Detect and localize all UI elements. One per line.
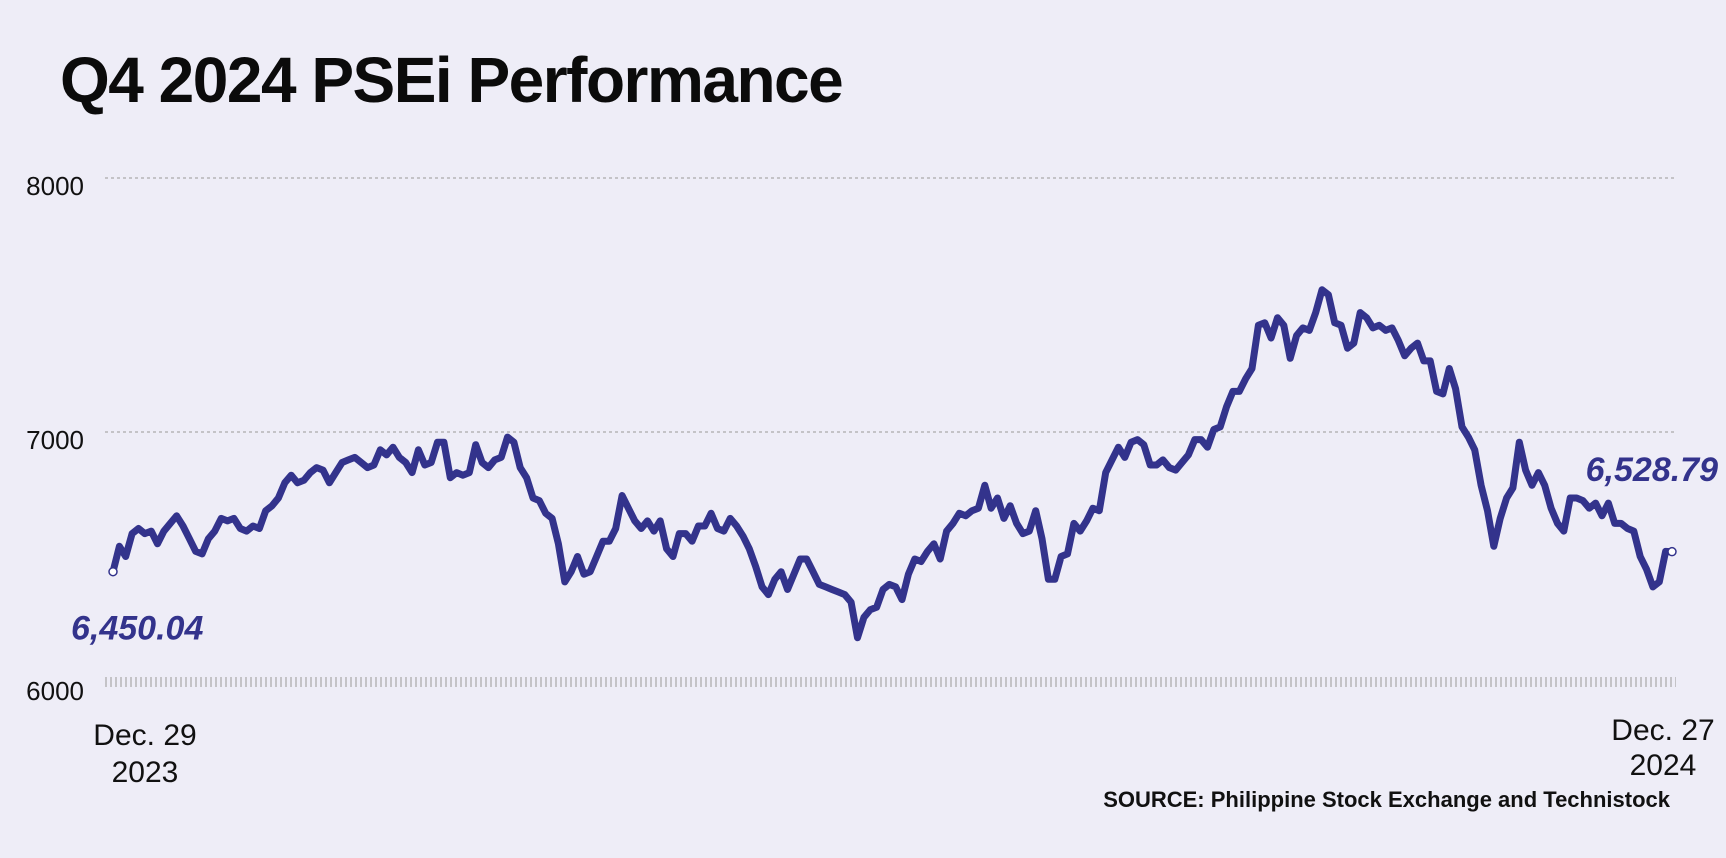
chart-title: Q4 2024 PSEi Performance: [60, 44, 844, 116]
start-point-marker: [108, 566, 118, 577]
end-value-label: 6,528.79: [1586, 451, 1718, 489]
x-label-start-line1: Dec. 29: [93, 719, 196, 752]
annotation-layer: 6,450.04 6,528.79: [71, 451, 1718, 648]
x-label-start-line2: 2023: [112, 756, 179, 789]
x-label-end-line2: 2024: [1630, 749, 1697, 782]
y-tick-label-6000: 6000: [26, 676, 84, 706]
y-tick-label-8000: 8000: [26, 171, 84, 201]
y-tick-label-7000: 7000: [26, 425, 84, 455]
series-line: [109, 286, 1676, 642]
series-layer: [108, 286, 1677, 642]
x-label-end-line1: Dec. 27: [1611, 714, 1714, 747]
grid-layer: [105, 177, 1676, 687]
end-point-marker: [1667, 546, 1677, 557]
start-value-label: 6,450.04: [71, 610, 203, 648]
source-note: SOURCE: Philippine Stock Exchange and Te…: [1103, 787, 1670, 812]
